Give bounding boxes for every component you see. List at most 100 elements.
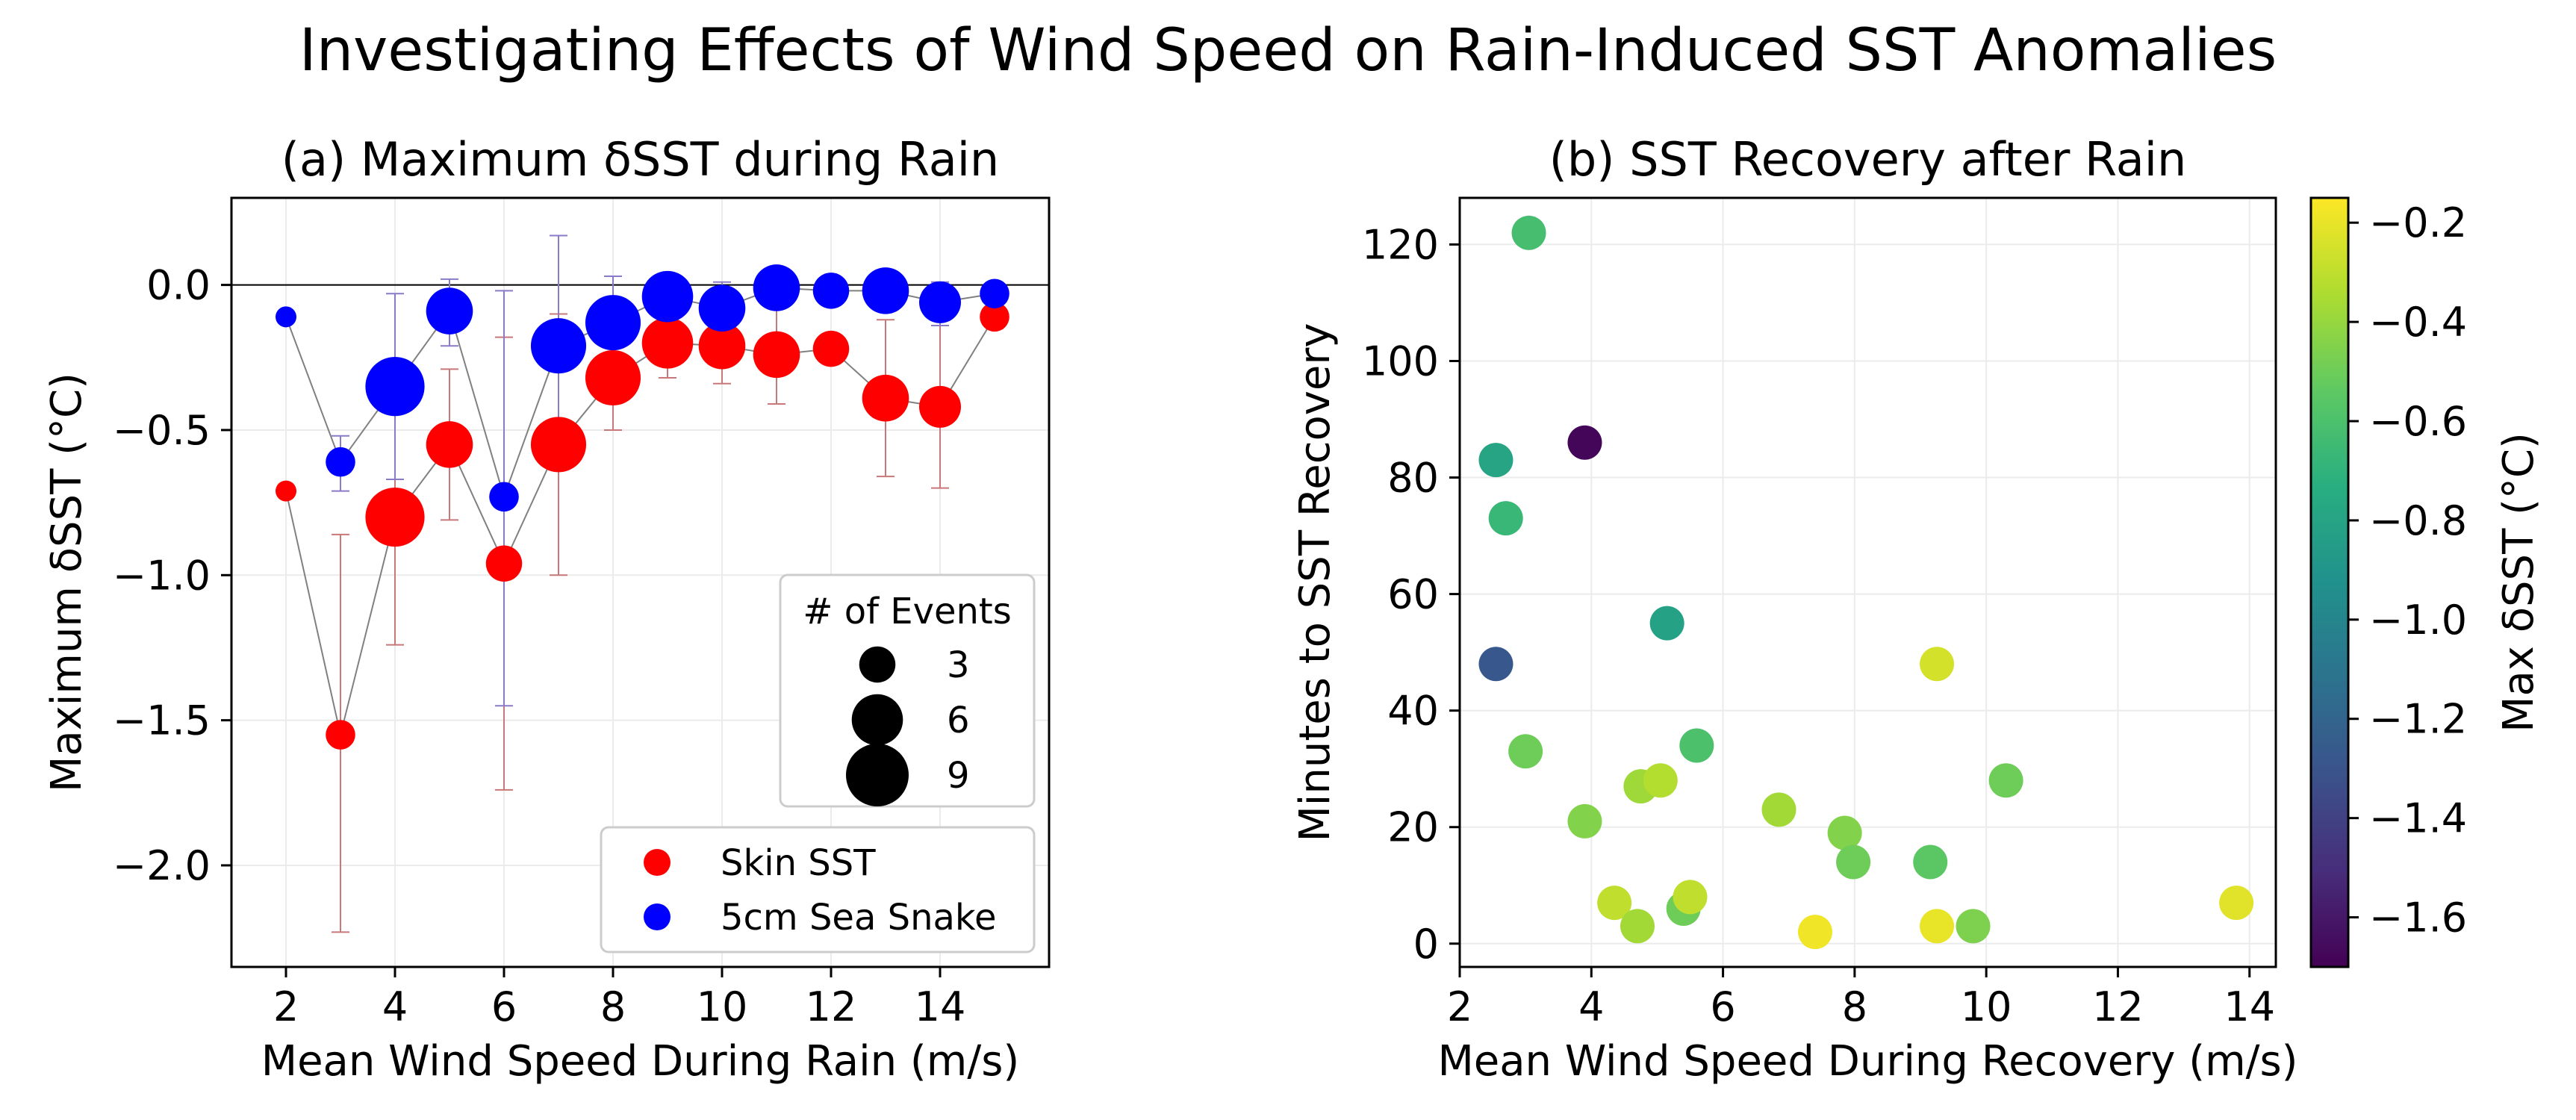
- size-legend-label: 3: [947, 644, 970, 686]
- x-tick-label: 14: [2224, 983, 2275, 1030]
- data-point-recovery: [1508, 734, 1543, 769]
- data-point-recovery: [1567, 803, 1602, 839]
- size-legend-marker: [846, 744, 909, 806]
- data-point-skin-sst: [530, 417, 587, 473]
- data-point-sea-snake: [641, 270, 694, 323]
- y-tick-label: −0.5: [113, 407, 211, 454]
- data-point-recovery: [1679, 728, 1714, 763]
- x-tick-label: 10: [1961, 983, 2012, 1030]
- y-tick-label: −2.0: [113, 842, 211, 889]
- colorbar-tick-label: −1.6: [2369, 895, 2467, 942]
- data-point-recovery: [1827, 815, 1862, 850]
- data-point-recovery: [1920, 909, 1955, 944]
- data-point-recovery: [1478, 443, 1513, 478]
- data-point-sea-snake: [276, 306, 296, 328]
- panel-a-x-axis-label: Mean Wind Speed During Rain (m/s): [261, 1037, 1019, 1086]
- data-point-recovery: [1920, 647, 1955, 682]
- data-point-recovery: [1797, 915, 1832, 950]
- data-point-recovery: [1673, 880, 1708, 915]
- y-tick-label: 40: [1387, 688, 1439, 735]
- data-point-sea-snake: [753, 264, 800, 311]
- data-point-sea-snake: [365, 357, 425, 417]
- data-point-skin-sst: [753, 331, 800, 379]
- panel-b-sst-recovery: 2 4 6 8 10 12 14 0 20 40 60 80 100 120 (b) SST Recov…: [1291, 132, 2543, 1086]
- data-point-recovery: [1761, 792, 1796, 827]
- size-legend-label: 6: [947, 700, 970, 741]
- panel-a-y-axis-label: Maximum δSST (°C): [43, 373, 91, 792]
- data-point-skin-sst: [641, 317, 694, 369]
- x-tick-label: 12: [2092, 983, 2144, 1030]
- x-tick-label: 2: [273, 983, 299, 1030]
- data-point-recovery: [1511, 215, 1546, 250]
- colorbar-tick-label: −0.8: [2369, 497, 2467, 544]
- panel-b-y-axis-label: Minutes to SST Recovery: [1291, 323, 1340, 841]
- data-point-skin-sst: [365, 487, 425, 547]
- panel-a-y-ticks: 0.0 −0.5 −1.0 −1.5 −2.0: [113, 262, 231, 889]
- x-tick-label: 6: [1710, 983, 1735, 1030]
- size-legend-entries: 3 6 9: [846, 644, 970, 806]
- size-legend-label: 9: [947, 755, 970, 797]
- x-tick-label: 12: [806, 983, 857, 1030]
- data-point-skin-sst: [326, 720, 355, 750]
- y-tick-label: 80: [1387, 455, 1439, 502]
- data-point-sea-snake: [585, 295, 641, 351]
- colorbar-tick-label: −1.4: [2369, 795, 2467, 842]
- data-point-sea-snake: [698, 284, 746, 332]
- panel-b-x-axis-label: Mean Wind Speed During Recovery (m/s): [1437, 1037, 2297, 1086]
- x-tick-label: 6: [491, 983, 517, 1030]
- panel-a-max-dsst: 2 4 6 8 10 12 14 0.0 −0.5 −1.0 −1.5 −2.0 (a) Maxim…: [43, 132, 1051, 1086]
- data-point-sea-snake: [862, 267, 909, 314]
- data-point-recovery: [1478, 647, 1513, 682]
- size-legend: # of Events 3 6 9: [779, 573, 1036, 808]
- panel-a-axes-frame: [230, 196, 1051, 968]
- colorbar-tick-label: −0.2: [2369, 199, 2467, 246]
- y-tick-label: −1.0: [113, 552, 211, 599]
- data-point-sea-snake: [489, 482, 519, 512]
- series-legend-box: [600, 826, 1036, 953]
- panel-b-grid: [1459, 198, 2276, 967]
- colorbar-tick-label: −1.2: [2369, 696, 2467, 743]
- y-tick-label: 60: [1387, 571, 1439, 618]
- data-point-skin-sst: [276, 480, 296, 502]
- y-tick-label: 0.0: [146, 262, 211, 309]
- y-tick-label: 120: [1362, 221, 1439, 268]
- data-point-skin-sst: [698, 322, 746, 370]
- data-point-skin-sst: [426, 421, 473, 468]
- panel-b-title: (b) SST Recovery after Rain: [1549, 132, 2187, 187]
- data-point-skin-sst: [862, 374, 909, 422]
- data-point-skin-sst: [919, 385, 961, 428]
- x-tick-label: 4: [382, 983, 408, 1030]
- data-point-recovery: [1567, 425, 1602, 460]
- data-point-recovery: [1956, 909, 1991, 944]
- data-point-sea-snake: [980, 279, 1009, 309]
- x-tick-label: 8: [1842, 983, 1867, 1030]
- x-tick-label: 14: [915, 983, 966, 1030]
- data-point-sea-snake: [426, 287, 473, 335]
- panel-b-markers: [1478, 215, 2254, 950]
- data-point-sea-snake: [919, 281, 961, 323]
- legend-marker-skin-sst: [644, 849, 671, 876]
- series-legend: Skin SST 5cm Sea Snake: [600, 826, 1036, 953]
- colorbar-label: Max δSST (°C): [2495, 432, 2543, 732]
- size-legend-box: [779, 573, 1036, 808]
- data-point-recovery: [1620, 909, 1655, 944]
- data-point-sea-snake: [326, 447, 355, 477]
- panel-a-markers: [276, 264, 1009, 750]
- colorbar-tick-label: −0.6: [2369, 398, 2467, 445]
- y-tick-label: 20: [1387, 804, 1439, 851]
- data-point-sea-snake: [812, 273, 850, 309]
- x-tick-label: 4: [1578, 983, 1604, 1030]
- legend-label-sea-snake: 5cm Sea Snake: [721, 897, 997, 939]
- colorbar-gradient: [2309, 196, 2350, 968]
- panel-b-axes-frame: [1458, 196, 2277, 968]
- figure-title: Investigating Effects of Wind Speed on R…: [299, 17, 2277, 84]
- size-legend-title: # of Events: [803, 591, 1012, 632]
- y-tick-label: 0: [1413, 921, 1439, 968]
- data-point-skin-sst: [585, 349, 641, 406]
- x-tick-label: 8: [600, 983, 626, 1030]
- data-point-recovery: [1643, 763, 1678, 798]
- legend-marker-sea-snake: [644, 903, 671, 930]
- data-point-recovery: [1649, 606, 1684, 641]
- data-point-skin-sst: [485, 545, 523, 582]
